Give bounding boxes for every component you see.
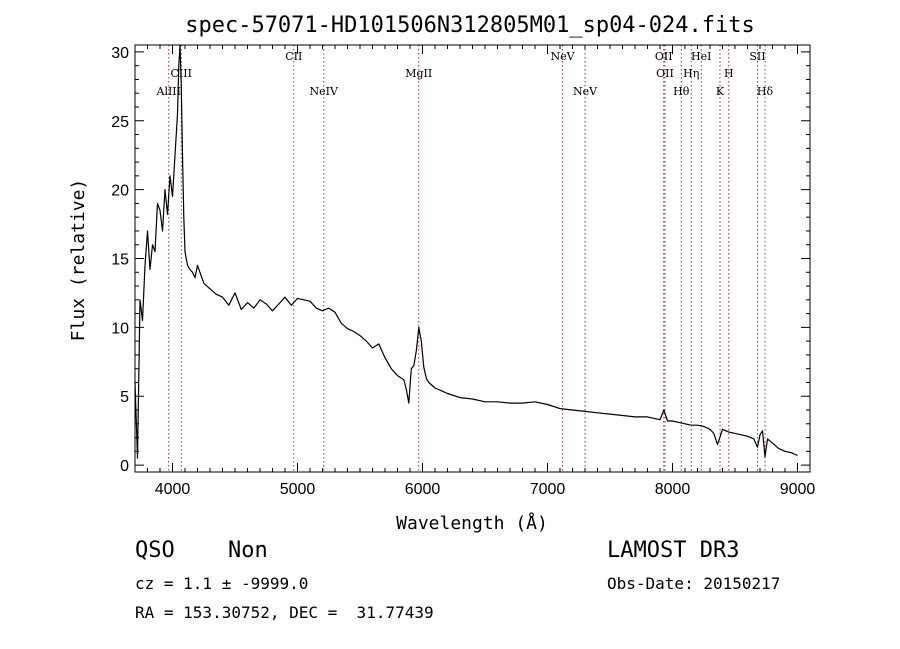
x-tick-label-3: 7000 bbox=[530, 481, 566, 498]
obs-date: Obs-Date: 20150217 bbox=[607, 574, 781, 593]
object-subclass: Non bbox=[228, 538, 268, 563]
line-label-11: HeI bbox=[691, 50, 711, 63]
line-label-10: Hη bbox=[683, 67, 699, 80]
redshift-cz: cz = 1.1 ± -9999.0 bbox=[135, 574, 309, 593]
y-tick-label-0: 0 bbox=[120, 458, 129, 475]
y-tick-label-4: 20 bbox=[111, 183, 129, 200]
x-tick-label-1: 5000 bbox=[280, 481, 316, 498]
line-label-13: H bbox=[724, 67, 734, 80]
x-tick-label-0: 4000 bbox=[155, 481, 191, 498]
spectrum-line bbox=[134, 44, 798, 459]
x-tick-label-4: 8000 bbox=[655, 481, 691, 498]
axes: 4000 5000 6000 7000 8000 9000 0 5 10 15 20 25 30 bbox=[111, 44, 816, 498]
y-tick-label-6: 30 bbox=[111, 45, 129, 62]
coordinates: RA = 153.30752, DEC = 31.77439 bbox=[135, 603, 434, 622]
y-tick-label-5: 25 bbox=[111, 114, 129, 131]
plot-frame bbox=[134, 44, 811, 473]
line-label-15: Hδ bbox=[757, 85, 774, 98]
y-tick-label-1: 5 bbox=[120, 389, 129, 406]
line-label-6: NeV bbox=[573, 85, 598, 98]
y-tick-label-3: 15 bbox=[111, 252, 129, 269]
line-label-0: AlIII bbox=[156, 85, 182, 98]
x-axis-label: Wavelength (Å) bbox=[396, 512, 548, 534]
x-tick-label-2: 6000 bbox=[405, 481, 441, 498]
line-label-8: OII bbox=[656, 67, 674, 80]
plot-area bbox=[134, 44, 798, 459]
x-tick-label-5: 9000 bbox=[780, 481, 816, 498]
line-markers: AlIIICIIICIINeIVMgIINeVNeVOIIOIIHθHηHeIK… bbox=[156, 45, 774, 472]
line-label-7: OII bbox=[655, 50, 673, 63]
object-class: QSO bbox=[135, 538, 175, 563]
line-label-9: Hθ bbox=[673, 85, 690, 98]
line-label-14: SII bbox=[749, 50, 765, 63]
line-label-3: NeIV bbox=[310, 85, 339, 98]
line-label-4: MgII bbox=[405, 67, 432, 80]
chart-title: spec-57071-HD101506N312805M01_sp04-024.f… bbox=[185, 13, 755, 38]
line-label-5: NeV bbox=[550, 50, 575, 63]
survey-name: LAMOST DR3 bbox=[607, 538, 740, 563]
y-tick-label-2: 10 bbox=[111, 320, 129, 337]
y-axis-label: Flux (relative) bbox=[68, 179, 89, 342]
line-label-2: CII bbox=[285, 50, 302, 63]
line-label-12: K bbox=[716, 85, 725, 98]
